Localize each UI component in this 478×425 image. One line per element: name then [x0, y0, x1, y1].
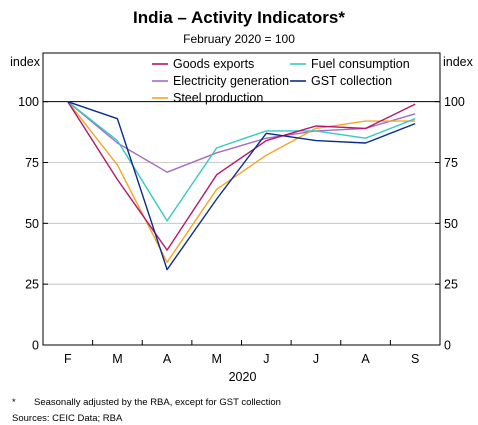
x-tick-label: F: [64, 352, 72, 366]
sources-note: Sources: CEIC Data; RBA: [12, 413, 123, 424]
legend-label-steel-production: Steel production: [173, 91, 263, 105]
y-axis-label-left: index: [10, 55, 41, 69]
x-tick-label: J: [263, 352, 269, 366]
chart-subtitle: February 2020 = 100: [183, 32, 295, 46]
series-line-electricity-generation: [67, 101, 416, 173]
x-tick-label: J: [313, 352, 319, 366]
series-line-steel-production: [67, 101, 416, 263]
x-tick-label: A: [361, 352, 370, 366]
chart-title: India – Activity Indicators*: [133, 8, 345, 27]
x-tick-label: S: [411, 352, 419, 366]
y-tick-label-right: 50: [444, 217, 458, 231]
footnote: * Seasonally adjusted by the RBA, except …: [12, 397, 281, 408]
y-tick-label-right: 0: [444, 339, 451, 353]
series-line-gst-collection: [67, 101, 416, 271]
x-tick-label: M: [211, 352, 221, 366]
legend-label-fuel-consumption: Fuel consumption: [311, 57, 410, 71]
y-tick-label-right: 75: [444, 156, 458, 170]
footnote-text: Seasonally adjusted by the RBA, except f…: [34, 397, 281, 408]
series-line-goods-exports: [67, 101, 416, 251]
y-tick-label-left: 100: [18, 95, 39, 109]
legend-label-electricity-generation: Electricity generation: [173, 74, 289, 88]
legend-label-gst-collection: GST collection: [311, 74, 392, 88]
y-tick-label-right: 100: [444, 95, 465, 109]
chart-canvas: 0 0 25 25 50 50 75 75 100 100 index index F M A M J J A S 20…: [10, 52, 474, 384]
footnote-marker: *: [12, 397, 16, 408]
y-axis-label-right: index: [443, 55, 474, 69]
series-line-fuel-consumption: [67, 101, 416, 222]
y-tick-label-right: 25: [444, 278, 458, 292]
x-axis-label: 2020: [229, 370, 257, 384]
y-tick-label-left: 0: [32, 339, 39, 353]
legend-label-goods-exports: Goods exports: [173, 57, 254, 71]
y-tick-label-left: 50: [25, 217, 39, 231]
x-tick-label: A: [163, 352, 172, 366]
y-tick-label-left: 75: [25, 156, 39, 170]
x-tick-label: M: [112, 352, 122, 366]
y-tick-label-left: 25: [25, 278, 39, 292]
